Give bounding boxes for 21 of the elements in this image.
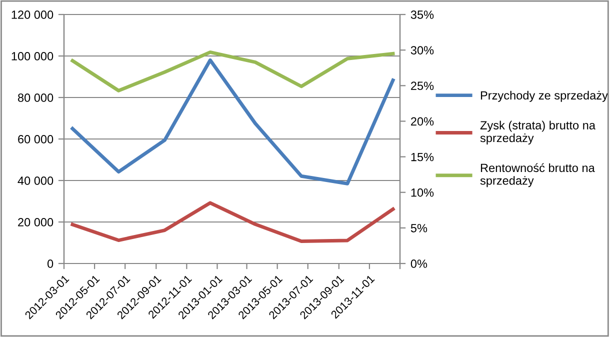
y-tick-label: 0 [47,260,54,268]
y-tick-label: 20 000 [18,218,54,226]
y-tick-label: 40 000 [18,176,54,185]
line-series [70,50,395,92]
y-tick-label: 60 000 [18,135,54,144]
y2-tick-label: 15% [411,152,434,162]
y2-tick-label: 20% [411,117,434,126]
y2-tick-label: 30% [410,46,434,54]
y2-tick-label: 25% [411,82,434,90]
y2-tick-label: 0% [410,260,428,268]
y-tick-label: 80 000 [18,94,54,102]
legend-label: Rentowność brutto na sprzedaży [480,163,595,188]
y2-tick-label: 35% [410,10,434,19]
y2-tick-label: 5% [410,224,428,232]
y-tick-label: 120 000 [12,10,54,19]
y-tick-label: 100 000 [12,52,54,60]
legend-label: Przychody ze sprzedaży [480,90,608,102]
line-series [70,201,395,244]
y2-tick-label: 10% [411,188,434,197]
legend-label: Zysk (strata) brutto na sprzedaży [480,120,596,144]
line-series [70,58,395,186]
